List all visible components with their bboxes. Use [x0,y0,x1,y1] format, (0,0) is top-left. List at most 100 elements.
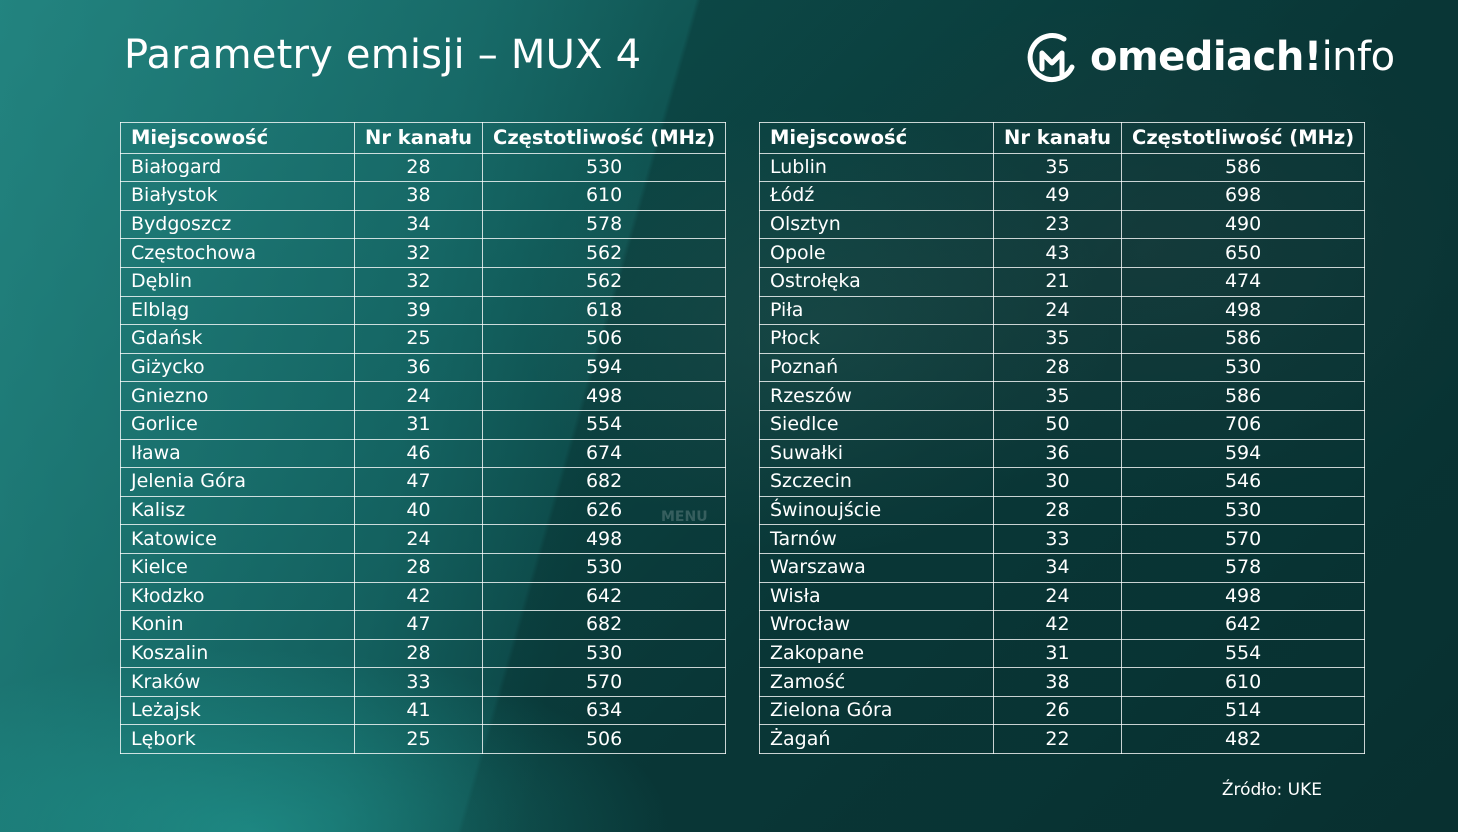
cell-channel: 33 [992,524,1123,554]
table-row: Suwałki 36 594 [759,438,1366,469]
cell-frequency: 594 [1121,438,1366,469]
table-row: Koszalin 28 530 [120,638,727,669]
cell-city: Elbląg [120,295,355,326]
table-row: Katowice 24 498 [120,524,727,554]
cell-city: Kraków [120,667,355,697]
cell-city: Kalisz [120,495,355,526]
cell-channel: 28 [992,352,1123,383]
table-row: Częstochowa 32 562 [120,238,727,268]
cell-city: Warszawa [759,552,994,583]
table-row: Olsztyn 23 490 [759,209,1366,240]
cell-frequency: 642 [482,581,727,612]
cell-city: Iława [120,438,355,469]
cell-channel: 21 [992,266,1123,297]
cell-frequency: 530 [482,552,727,583]
cell-channel: 33 [353,667,484,697]
table-row: Poznań 28 530 [759,352,1366,383]
cell-frequency: 706 [1121,409,1366,440]
cell-city: Białystok [120,181,355,211]
cell-channel: 24 [353,524,484,554]
cell-frequency: 498 [482,524,727,554]
cell-frequency: 530 [1121,495,1366,526]
cell-channel: 31 [992,638,1123,669]
column-header-city: Miejscowość [120,122,355,154]
cell-channel: 26 [992,695,1123,726]
cell-city: Poznań [759,352,994,383]
cell-channel: 46 [353,438,484,469]
column-header-frequency: Częstotliwość (MHz) [1121,122,1366,154]
cell-city: Gniezno [120,381,355,411]
cell-frequency: 674 [482,438,727,469]
table-row: Piła 24 498 [759,295,1366,326]
table-row: Ostrołęka 21 474 [759,266,1366,297]
cell-channel: 28 [992,495,1123,526]
table-row: Białogard 28 530 [120,152,727,183]
cell-city: Suwałki [759,438,994,469]
cell-channel: 40 [353,495,484,526]
cell-channel: 23 [992,209,1123,240]
cell-channel: 24 [353,381,484,411]
cell-frequency: 490 [1121,209,1366,240]
cell-channel: 49 [992,181,1123,211]
cell-frequency: 482 [1121,724,1366,755]
cell-channel: 25 [353,324,484,354]
cell-frequency: 570 [482,667,727,697]
cell-frequency: 554 [1121,638,1366,669]
cell-channel: 32 [353,238,484,268]
table-row: Elbląg 39 618 [120,295,727,326]
cell-city: Tarnów [759,524,994,554]
cell-city: Gorlice [120,409,355,440]
cell-city: Zakopane [759,638,994,669]
logo-wordmark-light: info [1321,34,1396,80]
table-row: Gorlice 31 554 [120,409,727,440]
cell-channel: 24 [992,581,1123,612]
cell-frequency: 546 [1121,467,1366,497]
table-row: Wrocław 42 642 [759,610,1366,640]
cell-frequency: 618 [482,295,727,326]
table-row: Jelenia Góra 47 682 [120,467,727,497]
table-header-row: Miejscowość Nr kanału Częstotliwość (MHz… [759,122,1366,154]
table-row: Lublin 35 586 [759,152,1366,183]
cell-frequency: 498 [1121,295,1366,326]
table-row: Zakopane 31 554 [759,638,1366,669]
cell-channel: 35 [992,152,1123,183]
table-row: Siedlce 50 706 [759,409,1366,440]
table-body-left: Białogard 28 530 Białystok 38 610 Bydgoszcz 34 5… [120,152,727,755]
cell-channel: 39 [353,295,484,326]
column-header-frequency: Częstotliwość (MHz) [482,122,727,154]
cell-channel: 34 [992,552,1123,583]
table-row: Konin 47 682 [120,610,727,640]
table-row: Giżycko 36 594 [120,352,727,383]
cell-channel: 38 [992,667,1123,697]
frequency-table-right: Miejscowość Nr kanału Częstotliwość (MHz… [759,122,1366,755]
table-row: Opole 43 650 [759,238,1366,268]
table-row: Warszawa 34 578 [759,552,1366,583]
table-row: Lębork 25 506 [120,724,727,755]
table-row: Łódź 49 698 [759,181,1366,211]
cell-channel: 38 [353,181,484,211]
cell-frequency: 562 [482,266,727,297]
cell-city: Katowice [120,524,355,554]
cell-city: Zamość [759,667,994,697]
source-note: Źródło: UKE [1221,780,1322,800]
table-row: Świnoujście 28 530 [759,495,1366,526]
omediach-logo: omediach!info [1026,30,1395,84]
table-row: Bydgoszcz 34 578 [120,209,727,240]
cell-city: Częstochowa [120,238,355,268]
cell-frequency: 634 [482,695,727,726]
cell-frequency: 530 [1121,352,1366,383]
frequency-table-left: Miejscowość Nr kanału Częstotliwość (MHz… [120,122,727,755]
logo-wordmark: omediach!info [1090,34,1395,80]
cell-city: Leżajsk [120,695,355,726]
cell-city: Żagań [759,724,994,755]
cell-city: Łódź [759,181,994,211]
table-row: Gniezno 24 498 [120,381,727,411]
cell-frequency: 586 [1121,152,1366,183]
table-header-row: Miejscowość Nr kanału Częstotliwość (MHz… [120,122,727,154]
cell-frequency: 642 [1121,610,1366,640]
cell-channel: 35 [992,381,1123,411]
page-title: Parametry emisji – MUX 4 [124,32,642,78]
cell-channel: 24 [992,295,1123,326]
cell-channel: 28 [353,638,484,669]
cell-frequency: 626 [482,495,727,526]
